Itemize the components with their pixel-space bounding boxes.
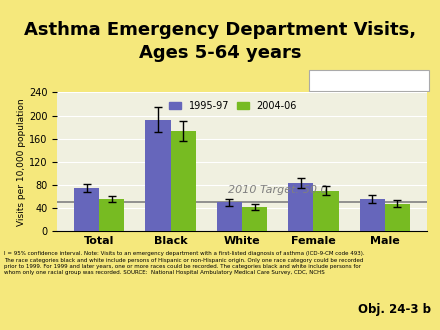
Text: I = 95% confidence interval. Note: Visits to an emergency department with a firs: I = 95% confidence interval. Note: Visit… bbox=[4, 251, 365, 275]
Bar bbox=[217, 202, 242, 231]
Bar bbox=[289, 183, 313, 231]
Bar bbox=[242, 207, 267, 231]
Bar bbox=[74, 188, 99, 231]
FancyBboxPatch shape bbox=[309, 70, 429, 91]
Bar bbox=[313, 190, 338, 231]
Text: Obj. 24-3 b: Obj. 24-3 b bbox=[358, 303, 431, 316]
Text: Asthma Emergency Department Visits,
Ages 5-64 years: Asthma Emergency Department Visits, Ages… bbox=[24, 21, 416, 62]
Bar bbox=[146, 119, 171, 231]
Legend: 1995-97, 2004-06: 1995-97, 2004-06 bbox=[165, 97, 301, 115]
Y-axis label: Visits per 10,000 population: Visits per 10,000 population bbox=[17, 98, 26, 225]
Bar bbox=[171, 131, 195, 231]
Bar bbox=[385, 204, 410, 231]
Text: 2010 Target: 50.0: 2010 Target: 50.0 bbox=[228, 185, 327, 195]
Bar bbox=[99, 199, 124, 231]
Text: ↓ Decrease desired: ↓ Decrease desired bbox=[322, 76, 418, 86]
Bar bbox=[360, 199, 385, 231]
